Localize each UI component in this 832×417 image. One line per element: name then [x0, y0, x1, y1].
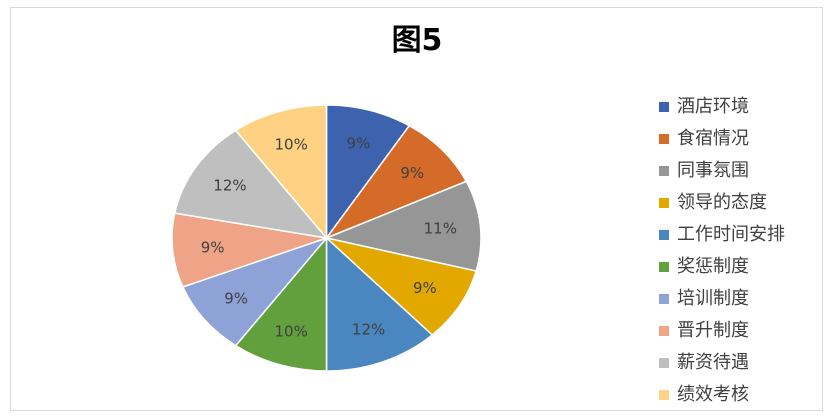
legend-item: 晋升制度 [655, 320, 825, 352]
legend-swatch [659, 102, 669, 112]
pie-slice-8 [171, 212, 327, 288]
legend: 酒店环境 食宿情况 同事氛围 领导的态度 工作时间安排 奖惩制度 培训制度 晋升… [655, 96, 825, 416]
legend-swatch [659, 262, 669, 272]
pie-slice-3 [323, 180, 482, 272]
legend-label: 酒店环境 [677, 96, 749, 117]
legend-label: 奖惩制度 [677, 256, 749, 277]
legend-swatch [659, 198, 669, 208]
pie-slice-4 [323, 236, 478, 336]
legend-swatch [659, 358, 669, 368]
data-label: 10% [274, 323, 307, 341]
data-label: 11% [424, 220, 457, 238]
legend-swatch [659, 390, 669, 400]
data-label: 10% [274, 135, 307, 153]
data-label: 9% [201, 238, 225, 256]
chart-title: 图5 [391, 23, 443, 58]
legend-item: 绩效考核 [655, 384, 825, 416]
legend-item: 培训制度 [655, 288, 825, 320]
legend-item: 奖惩制度 [655, 256, 825, 288]
pie-slices [171, 104, 482, 372]
legend-label: 领导的态度 [677, 192, 767, 213]
pie-slice-9 [173, 129, 329, 240]
pie-slice-5 [325, 236, 434, 372]
pie-slice-10 [234, 104, 328, 241]
legend-item: 领导的态度 [655, 192, 825, 224]
data-label: 9% [413, 279, 437, 297]
legend-item: 薪资待遇 [655, 352, 825, 384]
data-label: 9% [224, 289, 248, 307]
legend-label: 培训制度 [677, 288, 749, 309]
legend-item: 工作时间安排 [655, 224, 825, 256]
legend-label: 薪资待遇 [677, 352, 749, 373]
data-label: 12% [213, 176, 246, 194]
data-label: 9% [346, 134, 370, 152]
legend-swatch [659, 294, 669, 304]
data-label: 9% [400, 164, 424, 182]
legend-swatch [659, 230, 669, 240]
legend-label: 食宿情况 [677, 128, 749, 149]
data-label: 12% [352, 321, 385, 339]
legend-item: 同事氛围 [655, 160, 825, 192]
pie-slice-6 [234, 235, 328, 372]
data-labels: 9% 9% 11% 9% 12% 10% 9% 9% 12% 10% [201, 134, 457, 340]
pie-slice-7 [181, 236, 329, 347]
legend-swatch [659, 326, 669, 336]
pie-slice-2 [324, 124, 468, 240]
legend-swatch [659, 134, 669, 144]
legend-swatch [659, 166, 669, 176]
legend-item: 食宿情况 [655, 128, 825, 160]
pie-slice-1 [325, 104, 411, 241]
legend-label: 工作时间安排 [677, 224, 785, 245]
legend-label: 晋升制度 [677, 320, 749, 341]
legend-item: 酒店环境 [655, 96, 825, 128]
legend-label: 绩效考核 [677, 384, 749, 405]
legend-label: 同事氛围 [677, 160, 749, 181]
